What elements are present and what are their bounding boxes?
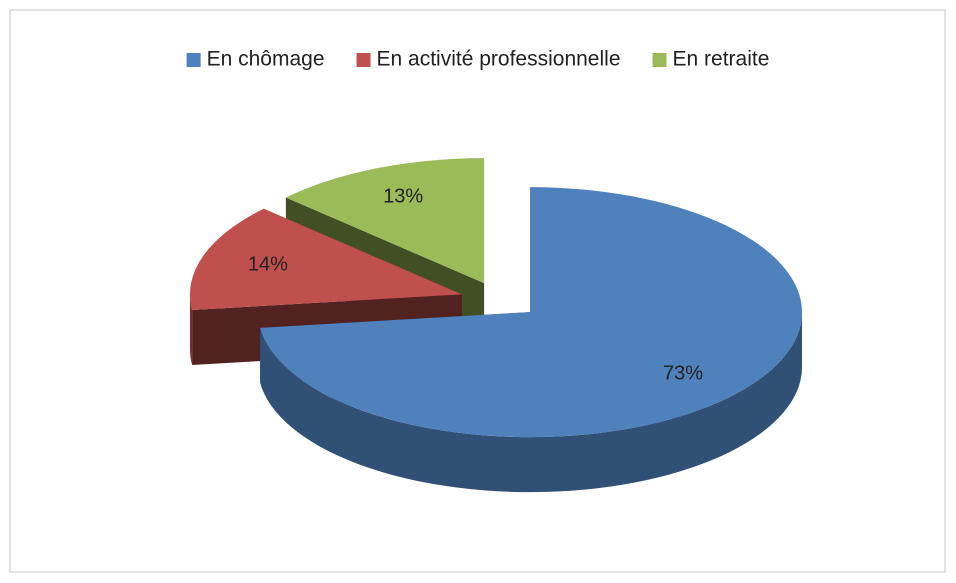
data-label: 73% <box>663 362 703 384</box>
data-label: 14% <box>248 254 288 276</box>
legend-label: En chômage <box>207 48 325 71</box>
legend-swatch <box>356 53 371 67</box>
legend-label: En retraite <box>673 48 770 71</box>
slice-side <box>260 312 803 493</box>
legend-label: En activité professionnelle <box>377 48 621 71</box>
slice <box>285 158 485 284</box>
legend: En chômage En activité professionnelle En … <box>186 48 770 71</box>
slice <box>189 208 462 310</box>
data-label: 13% <box>383 185 423 207</box>
slice <box>260 187 803 438</box>
legend-swatch <box>186 53 201 67</box>
slice-side <box>189 294 193 365</box>
legend-swatch <box>652 53 667 67</box>
pie: 73% 14% 13% <box>189 158 803 493</box>
